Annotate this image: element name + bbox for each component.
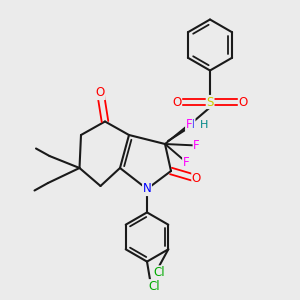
Text: O: O xyxy=(172,95,182,109)
Text: Cl: Cl xyxy=(154,266,165,279)
Text: N: N xyxy=(186,118,195,131)
Text: H: H xyxy=(200,119,208,130)
Text: S: S xyxy=(206,95,214,109)
Text: F: F xyxy=(186,118,192,131)
Text: O: O xyxy=(192,172,201,185)
Text: F: F xyxy=(183,155,189,169)
Text: F: F xyxy=(193,139,200,152)
Text: Cl: Cl xyxy=(149,280,160,293)
Text: N: N xyxy=(142,182,152,196)
Text: O: O xyxy=(238,95,247,109)
Text: O: O xyxy=(96,86,105,100)
